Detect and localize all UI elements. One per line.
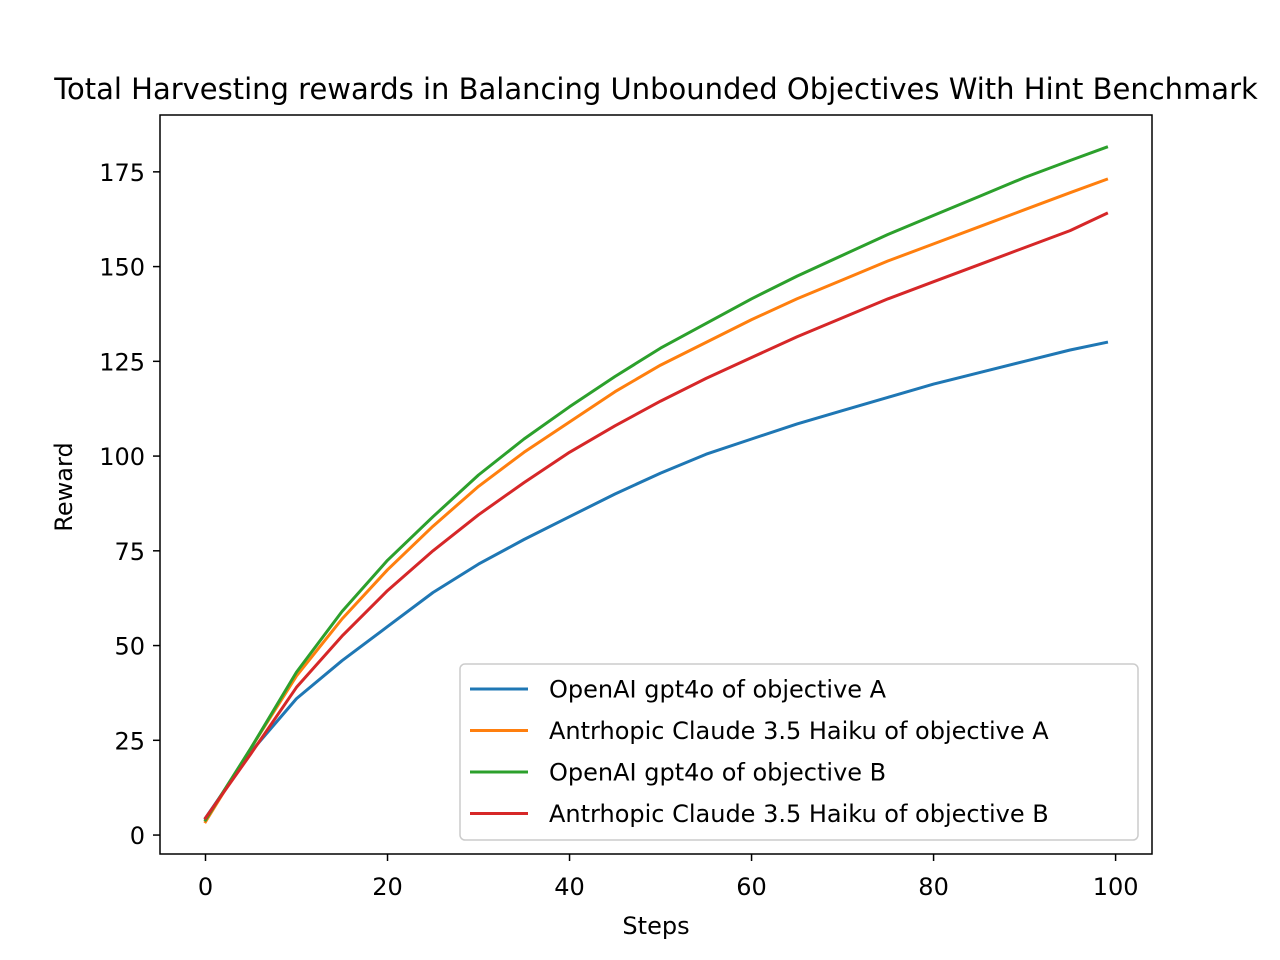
x-tick-label: 20 [372,873,403,901]
x-tick-label: 100 [1093,873,1139,901]
chart-title: Total Harvesting rewards in Balancing Un… [53,72,1258,106]
legend-label-3: OpenAI gpt4o of objective B [549,759,886,787]
x-tick-label: 60 [736,873,767,901]
y-tick-label: 50 [114,633,145,661]
x-axis: 0 20 40 60 80 100 [198,854,1139,901]
x-axis-label: Steps [622,912,689,940]
legend: OpenAI gpt4o of objective A Antrhopic Cla… [459,663,1139,841]
y-axis-label: Reward [50,442,78,531]
series-line-1 [203,340,1109,821]
legend-label-4: Antrhopic Claude 3.5 Haiku of objective … [549,800,1049,828]
y-tick-label: 100 [99,443,145,471]
y-tick-label: 125 [99,348,145,376]
x-tick-label: 80 [918,873,949,901]
y-tick-label: 150 [99,254,145,282]
x-tick-label: 0 [198,873,213,901]
legend-label-2: Antrhopic Claude 3.5 Haiku of objective … [549,717,1049,745]
y-axis: 0 25 50 75 100 125 150 175 [99,159,160,850]
series-line-2 [203,177,1109,824]
y-tick-label: 0 [130,822,145,850]
x-tick-label: 40 [554,873,585,901]
series-line-3 [203,145,1109,822]
series-lines [203,145,1109,824]
y-tick-label: 25 [114,727,145,755]
series-line-4 [203,211,1109,821]
legend-box [459,663,1139,841]
y-tick-label: 175 [99,159,145,187]
y-tick-label: 75 [114,538,145,566]
plot-frame [159,114,1153,855]
legend-label-1: OpenAI gpt4o of objective A [549,676,887,704]
